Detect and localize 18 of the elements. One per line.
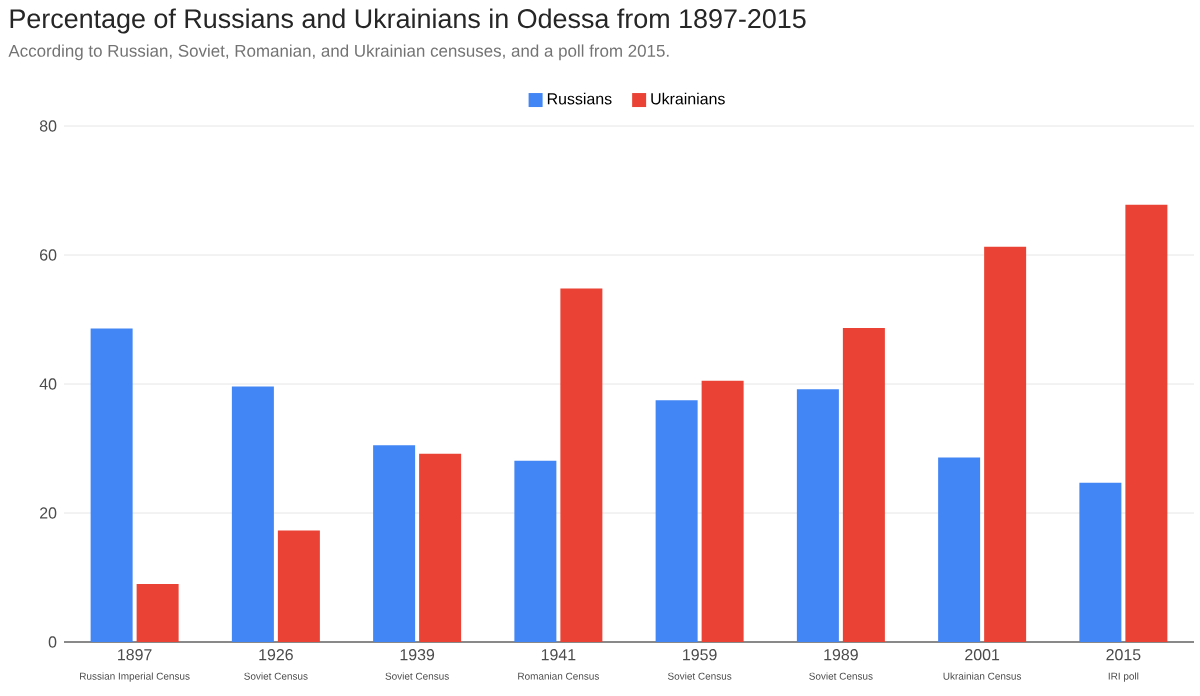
- bar: [701, 380, 744, 642]
- bar: [560, 288, 603, 642]
- bar: [90, 328, 133, 642]
- bar: [514, 460, 557, 642]
- bar: [655, 400, 698, 642]
- bar: [1125, 204, 1168, 642]
- chart-subtitle: According to Russian, Soviet, Romanian, and Ukrainian censuses, and a poll from 2015.: [8, 44, 669, 61]
- chart-title: Percentage of Russians and Ukrainians in Odessa from 1897-2015: [10, 8, 806, 34]
- bar: [842, 327, 885, 642]
- bar: [136, 583, 179, 642]
- bar: [373, 445, 416, 642]
- bar: [231, 386, 274, 642]
- bar: [938, 457, 981, 642]
- bar: [1079, 482, 1122, 642]
- bar: [419, 453, 462, 642]
- bar: [277, 530, 320, 642]
- bar: [984, 246, 1027, 642]
- bar: [796, 389, 839, 642]
